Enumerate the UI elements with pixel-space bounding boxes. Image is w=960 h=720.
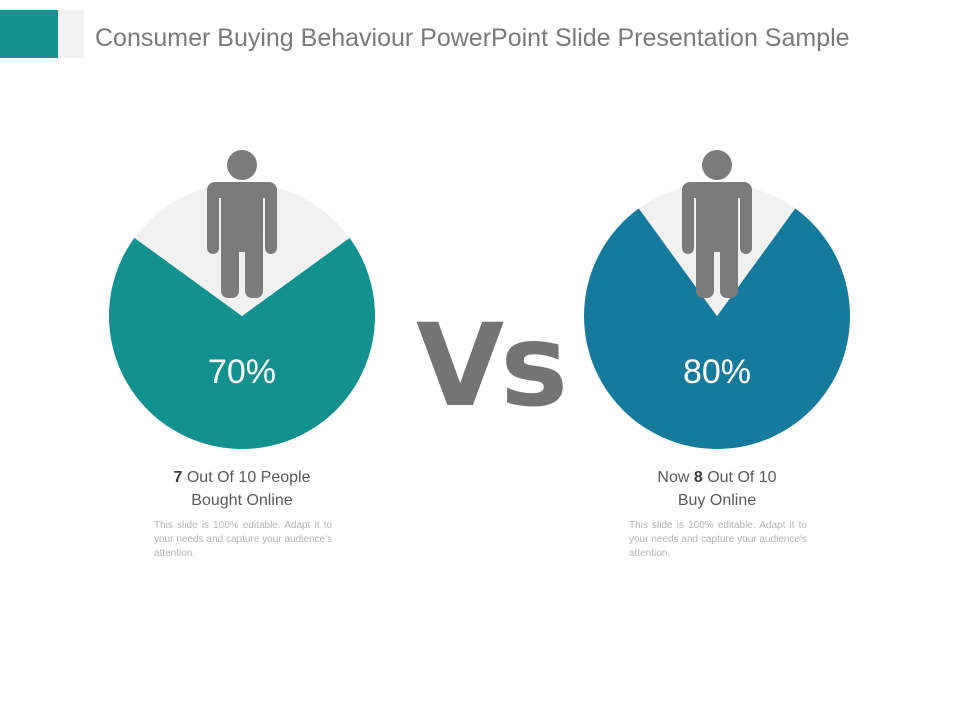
person-icon-part [265, 184, 277, 254]
pie-right-slice-main [584, 208, 851, 449]
person-icon-part [740, 184, 752, 254]
person-icon [682, 150, 752, 298]
caption-left: 7 Out Of 10 People Bought Online [132, 466, 352, 512]
caption-right-bold: 8 [693, 469, 703, 486]
caption-left-post: Out Of 10 People [182, 469, 311, 486]
person-icon [207, 150, 277, 298]
caption-right: Now 8 Out Of 10 Buy Online [607, 466, 827, 512]
caption-right-post: Out Of 10 [702, 469, 777, 486]
caption-right-line2: Buy Online [677, 492, 757, 509]
title-accent-bar [0, 10, 58, 58]
person-icon-part [245, 236, 263, 298]
pie-chart-left: 70% [109, 150, 375, 449]
person-icon-part [696, 236, 714, 298]
description-left: This slide is 100% editable. Adapt it to… [154, 520, 332, 559]
caption-right-pre: Now [657, 469, 694, 486]
person-icon-part [221, 236, 239, 298]
vs-label: Vs [416, 299, 568, 432]
description-right: This slide is 100% editable. Adapt it to… [629, 520, 807, 559]
pie-chart-right: 80% [584, 150, 851, 449]
caption-left-bold: 7 [173, 469, 183, 486]
slide-title: Consumer Buying Behaviour PowerPoint Sli… [95, 24, 850, 52]
person-icon-part [207, 184, 219, 254]
pie-left-slice-main [109, 237, 375, 449]
person-icon-part [720, 236, 738, 298]
pie-left-percent-label: 70% [208, 353, 276, 391]
pie-right-percent-label: 80% [683, 353, 751, 391]
person-icon-part [682, 184, 694, 254]
title-accent-bar-light [58, 10, 84, 58]
caption-left-line2: Bought Online [191, 492, 293, 509]
person-icon-part [227, 150, 257, 180]
person-icon-part [702, 150, 732, 180]
